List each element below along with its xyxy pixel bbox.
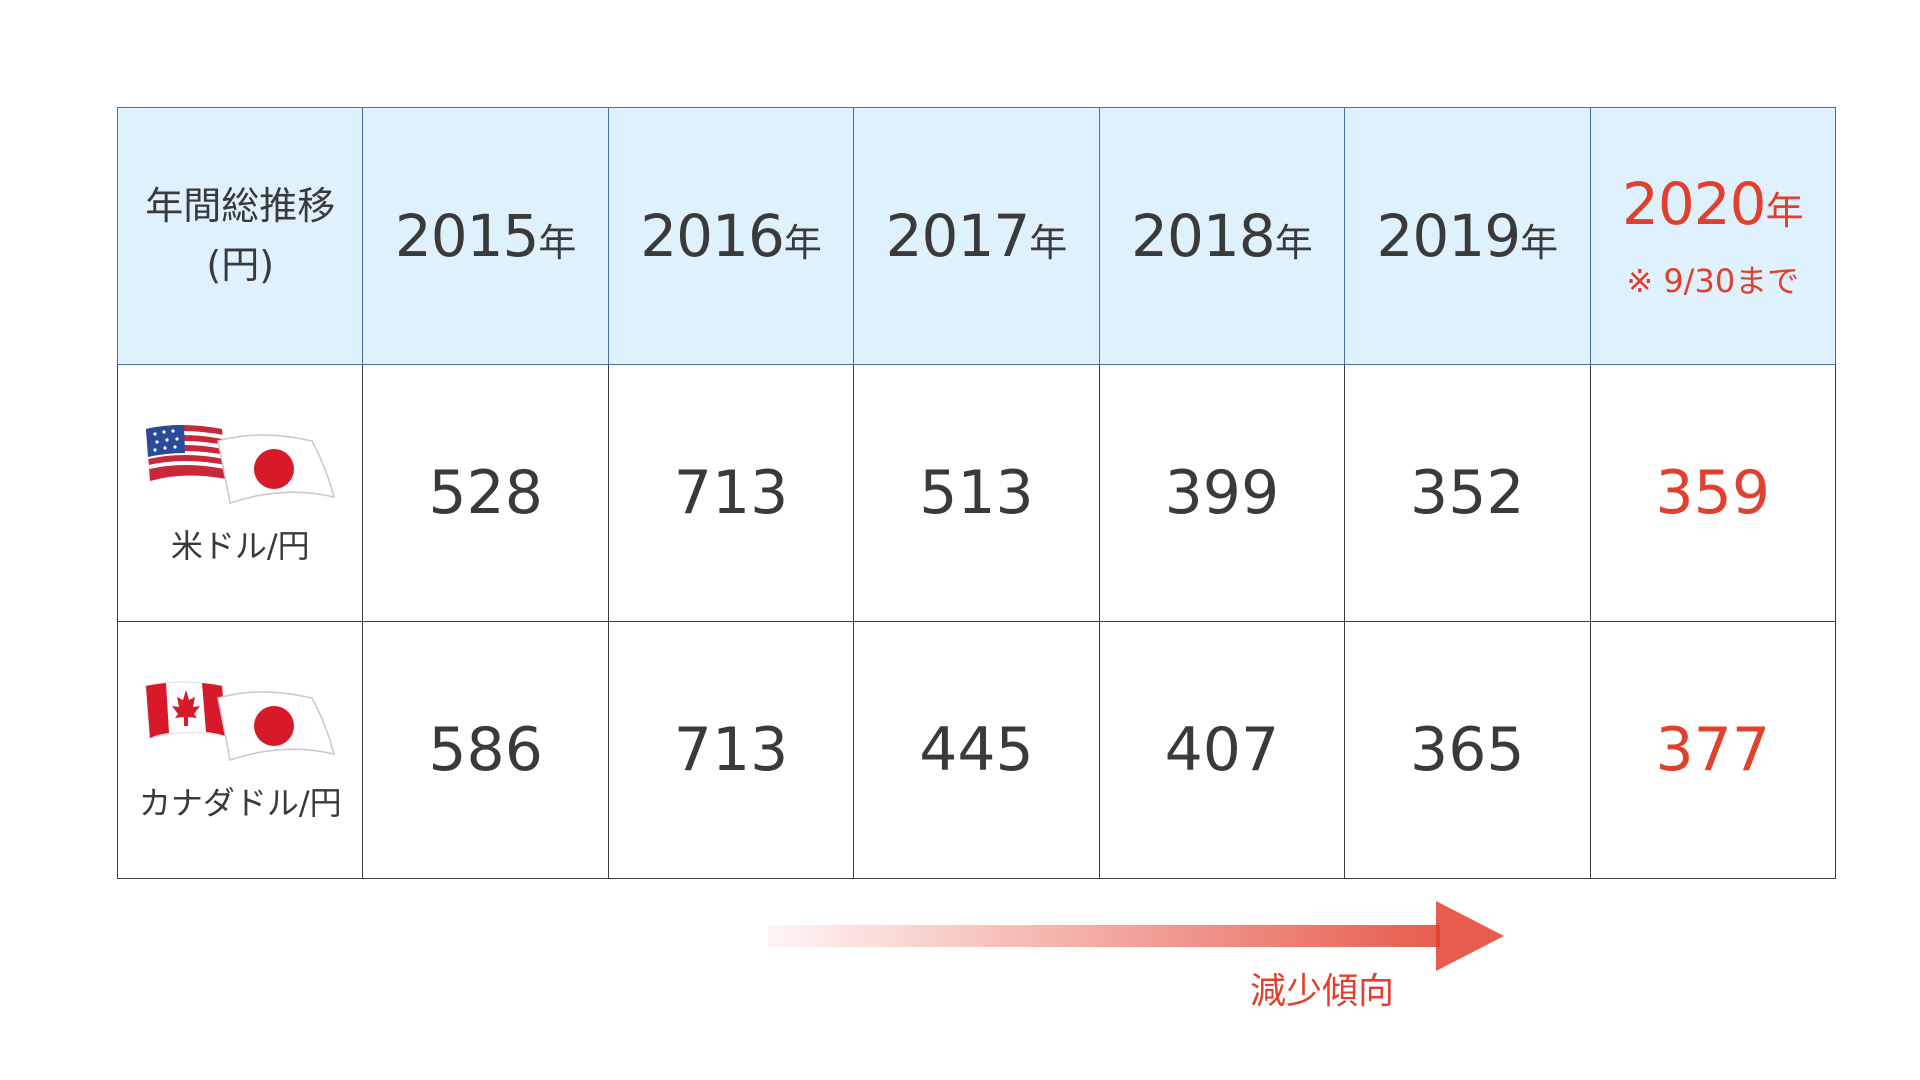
value-cell: 365 xyxy=(1344,621,1591,879)
cad-jpy-flags xyxy=(145,681,336,761)
value-cell: 407 xyxy=(1098,621,1346,879)
row-header-usd-jpy: 米ドル/円 xyxy=(116,364,364,622)
value-cell: 399 xyxy=(1098,364,1346,622)
trend-arrow-icon xyxy=(768,901,1504,971)
year-unit: 年 xyxy=(1274,221,1313,265)
corner-label-unit: (円) xyxy=(206,243,275,287)
year-unit: 年 xyxy=(1029,221,1068,265)
swap-total-table: 年間総推移 (円) 2015年 2016年 2017年 2018年 2019年 … xyxy=(116,107,1837,879)
year-number: 2016 xyxy=(640,202,785,270)
year-header-2017: 2017年 xyxy=(853,107,1100,365)
year-number: 2019 xyxy=(1376,202,1522,270)
value-cell-latest: 377 xyxy=(1589,621,1837,879)
year-number: 2018 xyxy=(1131,202,1276,270)
year-unit: 年 xyxy=(783,221,822,265)
canada-flag-icon xyxy=(145,681,227,739)
value-cell: 352 xyxy=(1344,364,1591,622)
year-unit: 年 xyxy=(1765,189,1804,233)
year-header-2019: 2019年 xyxy=(1344,107,1591,365)
us-flag-icon xyxy=(146,425,227,481)
year-unit: 年 xyxy=(1520,221,1559,265)
trend-label: 減少傾向 xyxy=(1250,971,1395,1012)
value-cell-latest: 359 xyxy=(1589,364,1837,622)
table-row-cad-jpy: カナダドル/円 586 713 445 407 365 377 xyxy=(116,621,1837,879)
corner-header-cell: 年間総推移 (円) xyxy=(116,107,364,365)
usd-jpy-flags xyxy=(146,425,336,504)
row-header-cad-jpy: カナダドル/円 xyxy=(116,621,364,879)
japan-flag-icon xyxy=(217,434,336,504)
year-header-2018: 2018年 xyxy=(1098,107,1346,365)
year-number: 2020 xyxy=(1621,170,1767,238)
table-row-usd-jpy: 米ドル/円 528 713 513 399 352 359 xyxy=(116,364,1837,622)
year-header-2015: 2015年 xyxy=(362,107,609,365)
japan-flag-icon xyxy=(217,691,336,761)
value-cell: 513 xyxy=(853,364,1100,622)
year-header-2016: 2016年 xyxy=(607,107,855,365)
corner-label-title: 年間総推移 xyxy=(145,184,336,229)
pair-label: 米ドル/円 xyxy=(170,527,310,565)
year-unit: 年 xyxy=(538,221,577,265)
header-row: 年間総推移 (円) 2015年 2016年 2017年 2018年 2019年 … xyxy=(116,107,1837,365)
value-cell: 713 xyxy=(607,364,855,622)
value-cell: 586 xyxy=(362,621,609,879)
year-number: 2017 xyxy=(885,202,1031,270)
value-cell: 445 xyxy=(853,621,1100,879)
pair-label: カナダドル/円 xyxy=(138,784,342,822)
year-header-2020: 2020年 ※ 9/30まで xyxy=(1589,107,1837,365)
value-cell: 528 xyxy=(362,364,609,622)
partial-year-note: ※ 9/30まで xyxy=(1626,262,1800,300)
value-cell: 713 xyxy=(607,621,855,879)
year-number: 2015 xyxy=(394,202,540,270)
